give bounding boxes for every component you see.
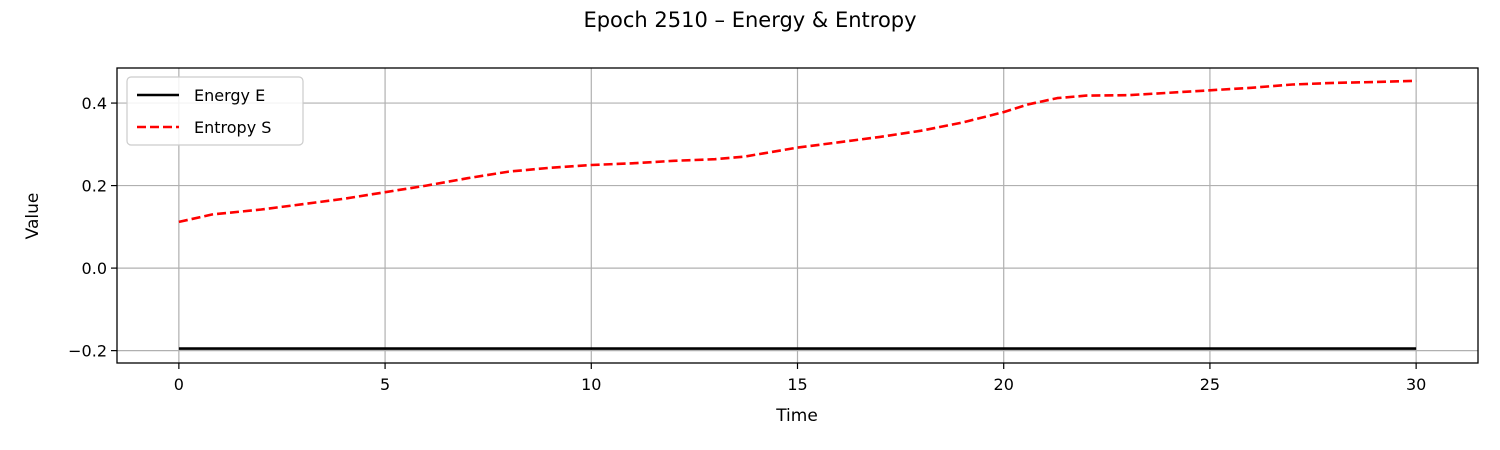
chart-title: Epoch 2510 – Energy & Entropy: [583, 8, 916, 32]
x-tick-label: 15: [787, 375, 807, 394]
series-lines: [178, 79, 1417, 350]
legend-label: Entropy S: [194, 118, 271, 137]
x-tick-label: 10: [581, 375, 601, 394]
series-line-1: [178, 79, 1417, 224]
x-tick-label: 25: [1200, 375, 1220, 394]
y-axis-label: Value: [23, 193, 43, 240]
x-tick-label: 5: [380, 375, 390, 394]
grid: [117, 68, 1478, 363]
x-axis-label: Time: [775, 406, 818, 426]
x-tick-label: 20: [994, 375, 1014, 394]
y-tick-label: −0.2: [68, 342, 107, 361]
y-tick-label: 0.2: [82, 177, 107, 196]
legend: Energy E Entropy S: [126, 76, 304, 146]
x-tick-label: 30: [1406, 375, 1426, 394]
x-tick-label: 0: [174, 375, 184, 394]
y-tick-label: 0.0: [82, 259, 107, 278]
y-tick-label: 0.4: [82, 94, 107, 113]
legend-label: Energy E: [194, 86, 265, 105]
axis-ticks: 0 5 10 15 20 25 30 −0.2 0.0 0.2 0.4: [68, 94, 1426, 394]
